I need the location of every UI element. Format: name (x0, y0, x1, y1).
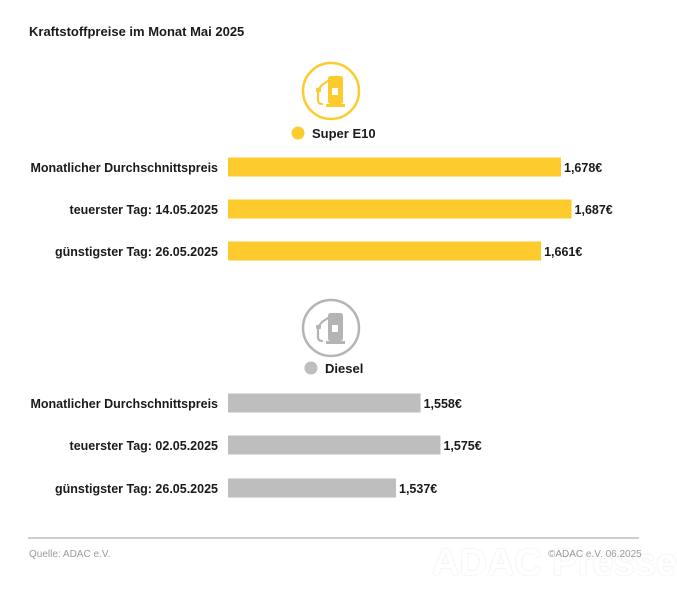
value-label: 1,575€ (443, 439, 481, 453)
legend-swatch (304, 361, 318, 375)
category-label: teuerster Tag: 02.05.2025 (70, 439, 219, 453)
value-label: 1,558€ (424, 397, 462, 411)
copyright-note: ©ADAC e.V. 06.2025 (548, 549, 642, 560)
value-label: 1,661€ (544, 245, 582, 259)
legend-swatch (291, 126, 305, 140)
value-label: 1,687€ (575, 203, 613, 217)
category-label: günstigster Tag: 26.05.2025 (55, 482, 218, 496)
legend-label: Diesel (325, 361, 363, 376)
footer-divider (28, 537, 639, 539)
category-label: teuerster Tag: 14.05.2025 (70, 203, 219, 217)
bar (228, 157, 561, 177)
value-label: 1,537€ (399, 482, 437, 496)
source-note: Quelle: ADAC e.V. (29, 549, 111, 560)
chart-title: Kraftstoffpreise im Monat Mai 2025 (29, 24, 245, 39)
category-label: Monatlicher Durchschnittspreis (30, 161, 218, 175)
bar (228, 199, 572, 219)
bar (228, 241, 542, 261)
category-label: günstigster Tag: 26.05.2025 (55, 245, 218, 259)
bar (228, 393, 421, 413)
value-label: 1,678€ (564, 161, 602, 175)
bar (228, 435, 441, 455)
watermark-text: ADAC Presse (432, 542, 677, 584)
category-label: Monatlicher Durchschnittspreis (30, 397, 218, 411)
bar (228, 478, 396, 498)
fuel-pump-icon-super (301, 61, 361, 121)
legend-label: Super E10 (312, 126, 376, 141)
fuel-pump-icon-diesel (301, 298, 361, 358)
